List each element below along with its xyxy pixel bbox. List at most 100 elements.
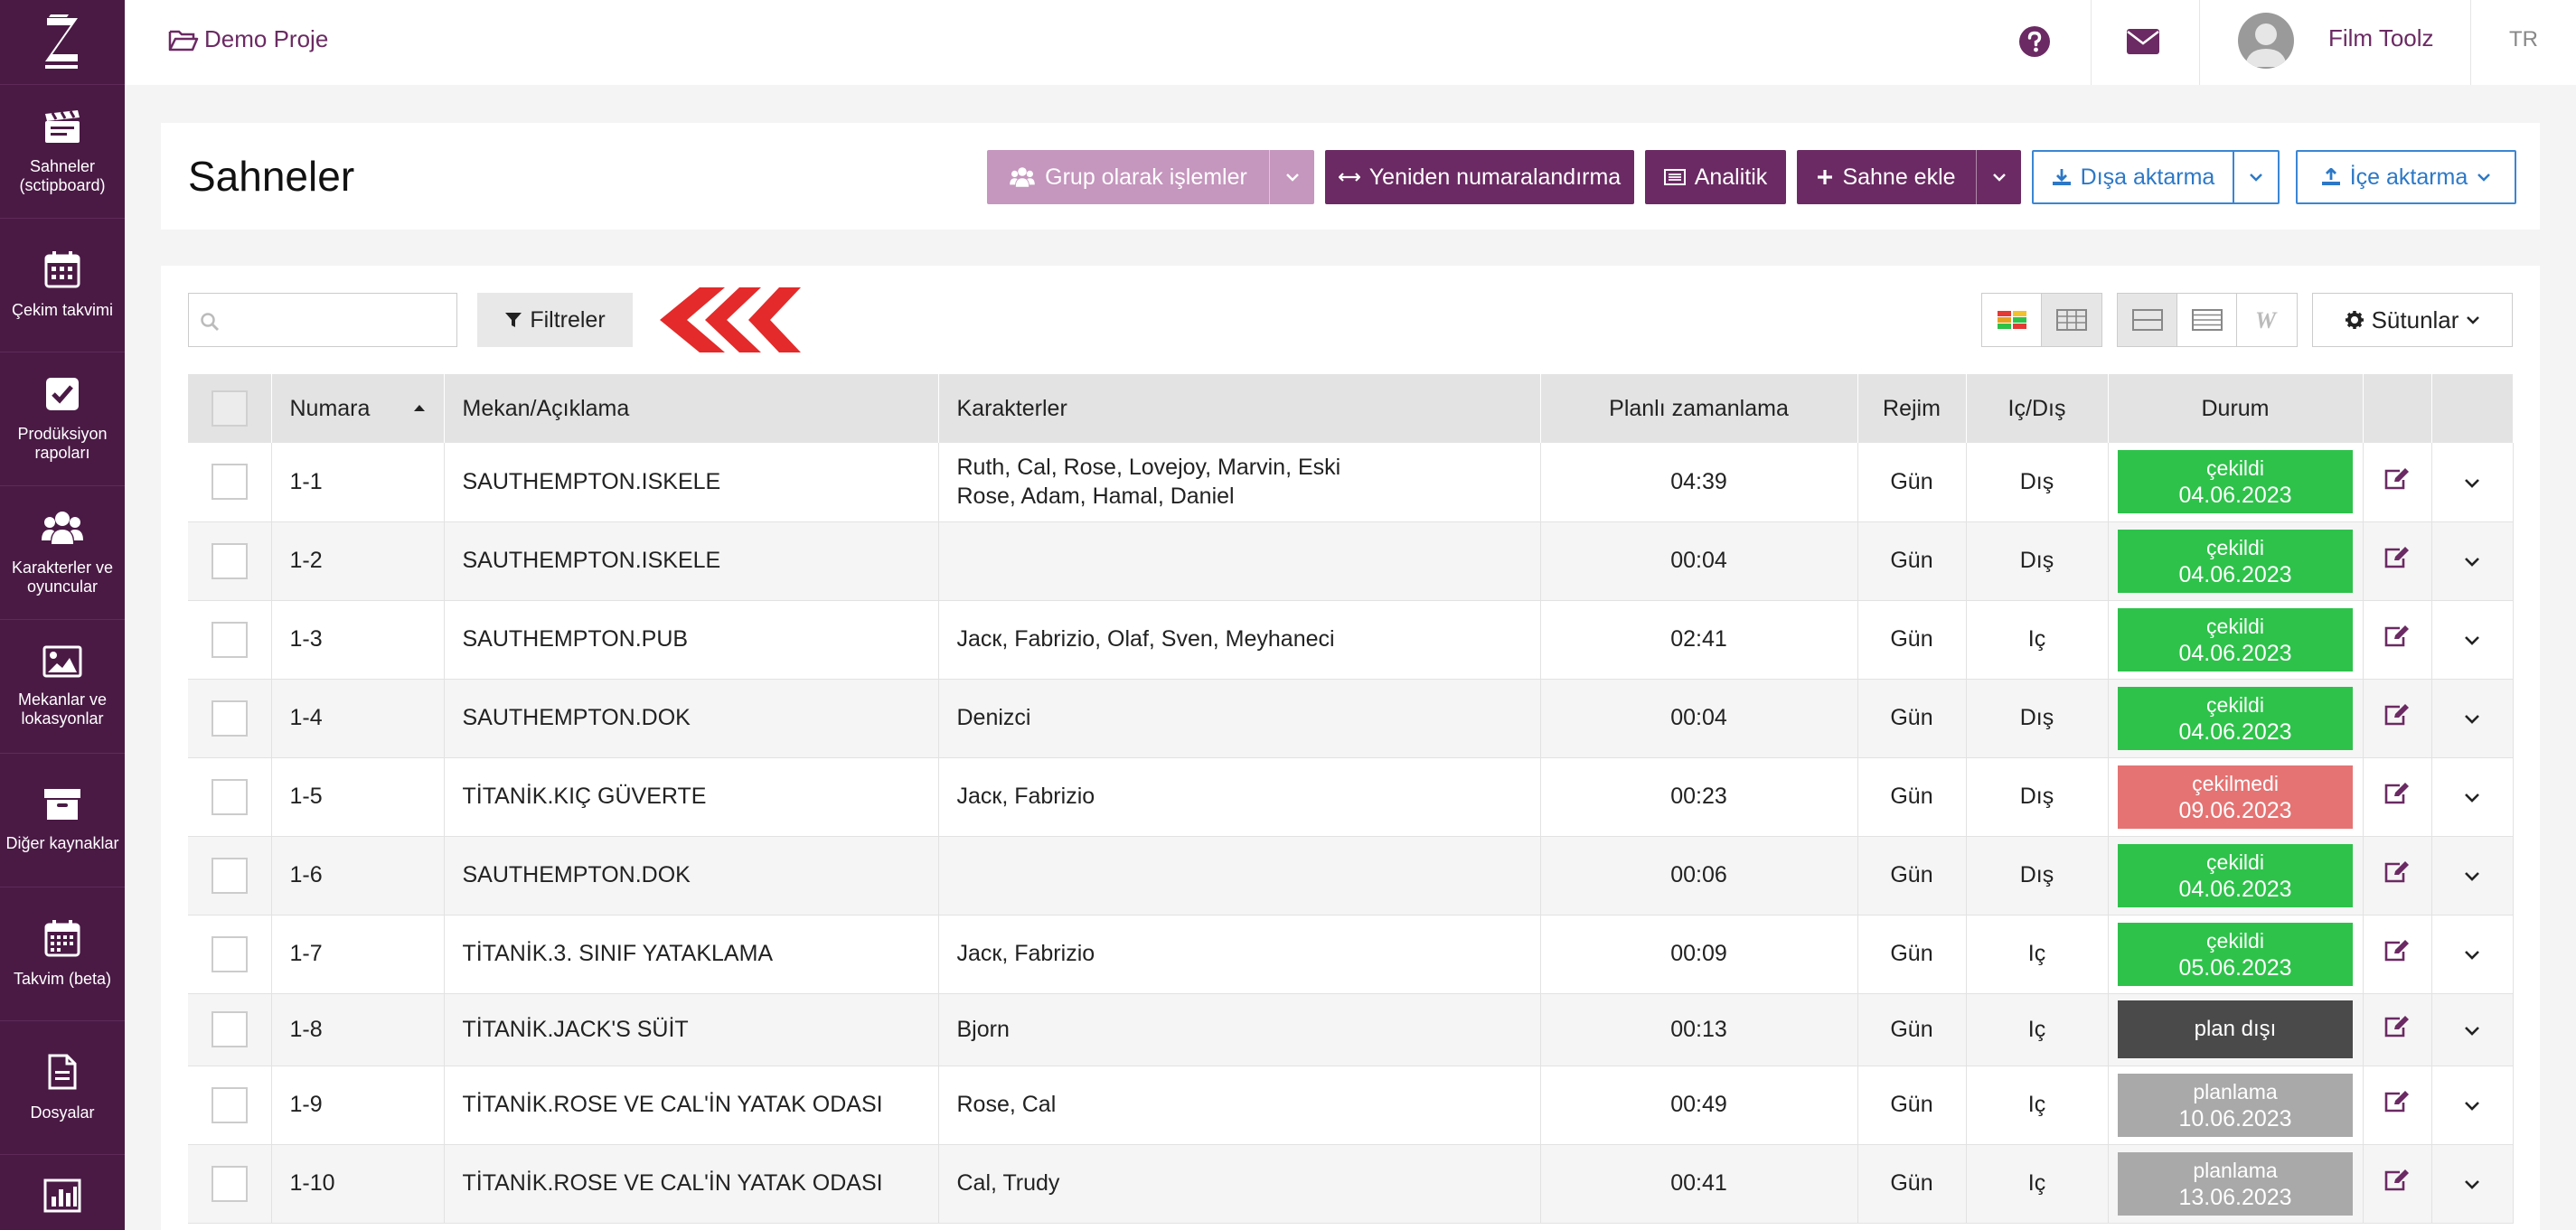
select-all-cell[interactable] bbox=[188, 374, 272, 443]
sidebar-item-other-resources[interactable]: Diğer kaynaklar bbox=[0, 754, 125, 887]
table-row[interactable]: 1-6 SAUTHEMPTON.DOK 00:06 Gün Dış çekildi 04.0… bbox=[188, 836, 2514, 915]
row-checkbox[interactable] bbox=[211, 700, 248, 737]
row-select-cell[interactable] bbox=[188, 600, 272, 680]
edit-cell[interactable] bbox=[2363, 757, 2432, 837]
column-header-status[interactable]: Durum bbox=[2108, 374, 2364, 443]
chevron-down-icon[interactable] bbox=[2464, 950, 2480, 961]
edit-icon[interactable] bbox=[2383, 624, 2411, 648]
sidebar-item-characters[interactable]: Karakterler ve oyuncular bbox=[0, 486, 125, 620]
row-select-cell[interactable] bbox=[188, 915, 272, 994]
status-badge[interactable]: planlama 10.06.2023 bbox=[2118, 1073, 2353, 1137]
sidebar-item-files[interactable]: Dosyalar bbox=[0, 1021, 125, 1155]
expand-cell[interactable] bbox=[2431, 915, 2514, 994]
row-select-cell[interactable] bbox=[188, 679, 272, 758]
edit-cell[interactable] bbox=[2363, 679, 2432, 758]
add-scene-dropdown[interactable] bbox=[1976, 150, 2021, 204]
chevron-down-icon[interactable] bbox=[2464, 1179, 2480, 1190]
row-checkbox[interactable] bbox=[211, 1165, 248, 1202]
row-checkbox[interactable] bbox=[211, 1011, 248, 1047]
search-box[interactable] bbox=[188, 293, 457, 347]
chevron-down-icon[interactable] bbox=[2464, 793, 2480, 803]
edit-cell[interactable] bbox=[2363, 443, 2432, 522]
table-row[interactable]: 1-5 TİTANİK.KIÇ GÜVERTE Jacк, Fabrizio 00:2… bbox=[188, 757, 2514, 837]
plain-view-button[interactable] bbox=[2042, 294, 2101, 346]
column-header-location[interactable]: Mekan/Açıklama bbox=[444, 374, 939, 443]
chevron-down-icon[interactable] bbox=[2464, 1026, 2480, 1037]
column-header-inout[interactable]: Iç/Dış bbox=[1966, 374, 2109, 443]
row-checkbox[interactable] bbox=[211, 1086, 248, 1123]
renumber-button[interactable]: Yeniden numaralandırma bbox=[1325, 150, 1634, 204]
status-badge[interactable]: çekildi 04.06.2023 bbox=[2118, 450, 2353, 514]
row-checkbox[interactable] bbox=[211, 778, 248, 815]
expand-cell[interactable] bbox=[2431, 443, 2514, 522]
edit-cell[interactable] bbox=[2363, 836, 2432, 915]
status-badge[interactable]: çekildi 04.06.2023 bbox=[2118, 529, 2353, 593]
edit-icon[interactable] bbox=[2383, 703, 2411, 727]
edit-cell[interactable] bbox=[2363, 1144, 2432, 1224]
table-row[interactable]: 1-2 SAUTHEMPTON.ISKELE 00:04 Gün Dış çekildi 0… bbox=[188, 521, 2514, 601]
row-select-cell[interactable] bbox=[188, 443, 272, 522]
row-checkbox[interactable] bbox=[211, 857, 248, 894]
project-link[interactable]: Demo Proje bbox=[168, 25, 328, 53]
row-select-cell[interactable] bbox=[188, 757, 272, 837]
edit-icon[interactable] bbox=[2383, 860, 2411, 884]
sidebar-item-production-reports[interactable]: Prodüksiyon rapoları bbox=[0, 352, 125, 486]
table-row[interactable]: 1-9 TİTANİK.ROSE VE CAL'İN YATAK ODASI Ros… bbox=[188, 1066, 2514, 1145]
chevron-down-icon[interactable] bbox=[2464, 1101, 2480, 1112]
chevron-down-icon[interactable] bbox=[2464, 871, 2480, 882]
edit-cell[interactable] bbox=[2363, 600, 2432, 680]
status-badge[interactable]: çekildi 05.06.2023 bbox=[2118, 922, 2353, 986]
table-row[interactable]: 1-1 SAUTHEMPTON.ISKELE Ruth, Cal, Rose, Lo… bbox=[188, 443, 2514, 522]
row-select-cell[interactable] bbox=[188, 1144, 272, 1224]
expand-cell[interactable] bbox=[2431, 757, 2514, 837]
language-switch[interactable]: TR bbox=[2509, 27, 2538, 52]
expand-cell[interactable] bbox=[2431, 993, 2514, 1066]
table-row[interactable]: 1-4 SAUTHEMPTON.DOK Denizci 00:04 Gün Dış çeki… bbox=[188, 679, 2514, 758]
chevron-down-icon[interactable] bbox=[2464, 478, 2480, 489]
list-rows-button[interactable] bbox=[2177, 294, 2237, 346]
search-input[interactable] bbox=[227, 301, 444, 339]
column-header-characters[interactable]: Karakterler bbox=[938, 374, 1541, 443]
column-header-regime[interactable]: Rejim bbox=[1857, 374, 1967, 443]
edit-icon[interactable] bbox=[2383, 782, 2411, 805]
edit-icon[interactable] bbox=[2383, 1090, 2411, 1113]
status-badge[interactable]: plan dışı bbox=[2118, 1000, 2353, 1058]
word-view-button[interactable]: W bbox=[2237, 294, 2297, 346]
messages-button[interactable] bbox=[2127, 29, 2159, 59]
column-header-number[interactable]: Numara bbox=[271, 374, 445, 443]
row-checkbox[interactable] bbox=[211, 621, 248, 658]
edit-icon[interactable] bbox=[2383, 467, 2411, 491]
row-select-cell[interactable] bbox=[188, 521, 272, 601]
avatar[interactable] bbox=[2238, 13, 2294, 69]
edit-icon[interactable] bbox=[2383, 939, 2411, 962]
sidebar-item-locations[interactable]: Mekanlar ve lokasyonlar bbox=[0, 620, 125, 754]
edit-cell[interactable] bbox=[2363, 1066, 2432, 1145]
row-select-cell[interactable] bbox=[188, 836, 272, 915]
filters-button[interactable]: Filtreler bbox=[477, 293, 633, 347]
columns-button[interactable]: Sütunlar bbox=[2312, 293, 2513, 347]
column-header-planned[interactable]: Planlı zamanlama bbox=[1540, 374, 1858, 443]
edit-icon[interactable] bbox=[2383, 1169, 2411, 1192]
export-button[interactable]: Dışa aktarma bbox=[2032, 150, 2280, 204]
app-logo[interactable] bbox=[0, 0, 125, 85]
table-row[interactable]: 1-10 TİTANİK.ROSE VE CAL'İN YATAK ODASI Ca… bbox=[188, 1144, 2514, 1224]
chevron-down-icon[interactable] bbox=[2464, 557, 2480, 568]
sidebar-item-calendar-beta[interactable]: Takvim (beta) bbox=[0, 887, 125, 1021]
row-checkbox[interactable] bbox=[211, 464, 248, 501]
colored-view-button[interactable] bbox=[1982, 294, 2042, 346]
analytics-button[interactable]: Analitik bbox=[1645, 150, 1786, 204]
expand-cell[interactable] bbox=[2431, 1144, 2514, 1224]
status-badge[interactable]: planlama 13.06.2023 bbox=[2118, 1151, 2353, 1216]
chevron-down-icon[interactable] bbox=[2464, 714, 2480, 725]
expand-cell[interactable] bbox=[2431, 679, 2514, 758]
expand-cell[interactable] bbox=[2431, 1066, 2514, 1145]
sidebar-item-shooting-schedule[interactable]: Çekim takvimi bbox=[0, 219, 125, 352]
select-all-checkbox[interactable] bbox=[211, 390, 248, 427]
table-row[interactable]: 1-7 TİTANİK.3. SINIF YATAKLAMA Jacк, Fabri… bbox=[188, 915, 2514, 994]
table-row[interactable]: 1-3 SAUTHEMPTON.PUB Jacк, Fabrizio, Olaf, … bbox=[188, 600, 2514, 680]
row-select-cell[interactable] bbox=[188, 993, 272, 1066]
status-badge[interactable]: çekildi 04.06.2023 bbox=[2118, 686, 2353, 750]
user-name[interactable]: Film Toolz bbox=[2328, 24, 2434, 52]
expand-cell[interactable] bbox=[2431, 521, 2514, 601]
add-scene-button[interactable]: Sahne ekle bbox=[1797, 150, 2021, 204]
